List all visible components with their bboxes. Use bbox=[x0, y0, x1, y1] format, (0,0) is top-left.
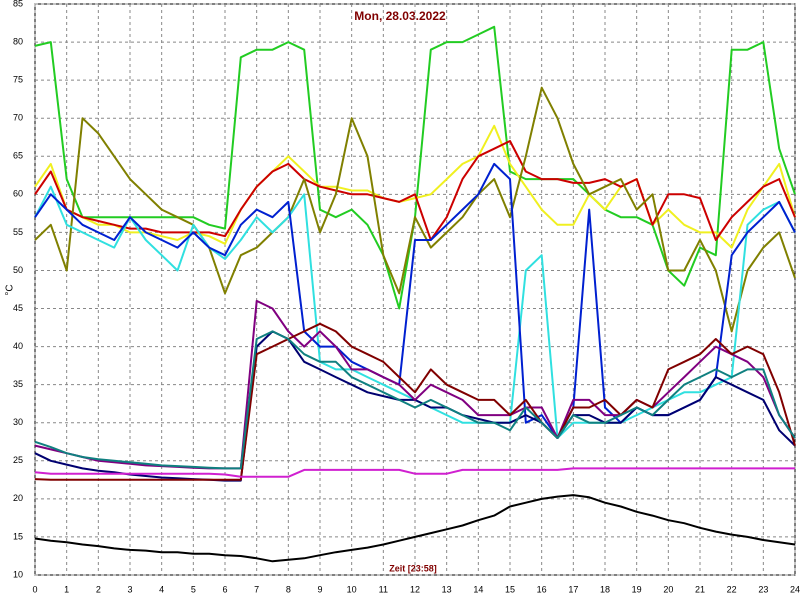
x-tick-label: 6 bbox=[222, 584, 227, 594]
x-tick-label: 10 bbox=[347, 584, 357, 594]
x-tick-label: 0 bbox=[32, 584, 37, 594]
x-tick-label: 20 bbox=[663, 584, 673, 594]
y-tick-label: 80 bbox=[13, 36, 23, 46]
x-tick-label: 3 bbox=[127, 584, 132, 594]
x-tick-label: 23 bbox=[758, 584, 768, 594]
x-tick-label: 17 bbox=[568, 584, 578, 594]
y-tick-label: 45 bbox=[13, 303, 23, 313]
x-tick-label: 21 bbox=[695, 584, 705, 594]
series-line bbox=[34, 330, 796, 470]
series-line bbox=[34, 124, 796, 249]
x-tick-label: 16 bbox=[537, 584, 547, 594]
y-tick-label: 75 bbox=[13, 75, 23, 85]
y-tick-label: 85 bbox=[13, 0, 23, 8]
y-tick-label: 70 bbox=[13, 113, 23, 123]
series-line bbox=[34, 140, 796, 241]
chart-title: Mon, 28.03.2022 bbox=[354, 9, 446, 23]
series-line bbox=[34, 467, 795, 478]
x-tick-label: 5 bbox=[191, 584, 196, 594]
y-tick-label: 30 bbox=[13, 417, 23, 427]
y-axis-label: °C bbox=[5, 284, 16, 295]
y-tick-label: 35 bbox=[13, 379, 23, 389]
series-line bbox=[34, 86, 796, 333]
x-tick-label: 2 bbox=[96, 584, 101, 594]
x-tick-label: 13 bbox=[442, 584, 452, 594]
y-tick-label: 20 bbox=[13, 493, 23, 503]
x-axis-label: Zeit [23:58] bbox=[389, 563, 437, 573]
x-tick-label: 24 bbox=[790, 584, 800, 594]
y-tick-label: 40 bbox=[13, 341, 23, 351]
y-tick-label: 55 bbox=[13, 227, 23, 237]
y-tick-label: 15 bbox=[13, 531, 23, 541]
x-tick-label: 12 bbox=[410, 584, 420, 594]
series-line bbox=[34, 494, 796, 563]
x-tick-label: 19 bbox=[632, 584, 642, 594]
x-tick-label: 15 bbox=[505, 584, 515, 594]
y-tick-label: 50 bbox=[13, 265, 23, 275]
x-tick-label: 1 bbox=[64, 584, 69, 594]
y-tick-label: 65 bbox=[13, 151, 23, 161]
y-tick-label: 10 bbox=[13, 569, 23, 579]
x-tick-label: 18 bbox=[600, 584, 610, 594]
x-tick-label: 8 bbox=[286, 584, 291, 594]
x-tick-label: 11 bbox=[379, 584, 388, 594]
y-tick-label: 25 bbox=[13, 455, 23, 465]
x-tick-label: 7 bbox=[254, 584, 259, 594]
x-tick-label: 22 bbox=[727, 584, 737, 594]
x-tick-label: 14 bbox=[473, 584, 483, 594]
y-tick-label: 60 bbox=[13, 189, 23, 199]
series-line bbox=[34, 322, 796, 481]
x-tick-label: 4 bbox=[159, 584, 164, 594]
x-tick-label: 9 bbox=[317, 584, 322, 594]
